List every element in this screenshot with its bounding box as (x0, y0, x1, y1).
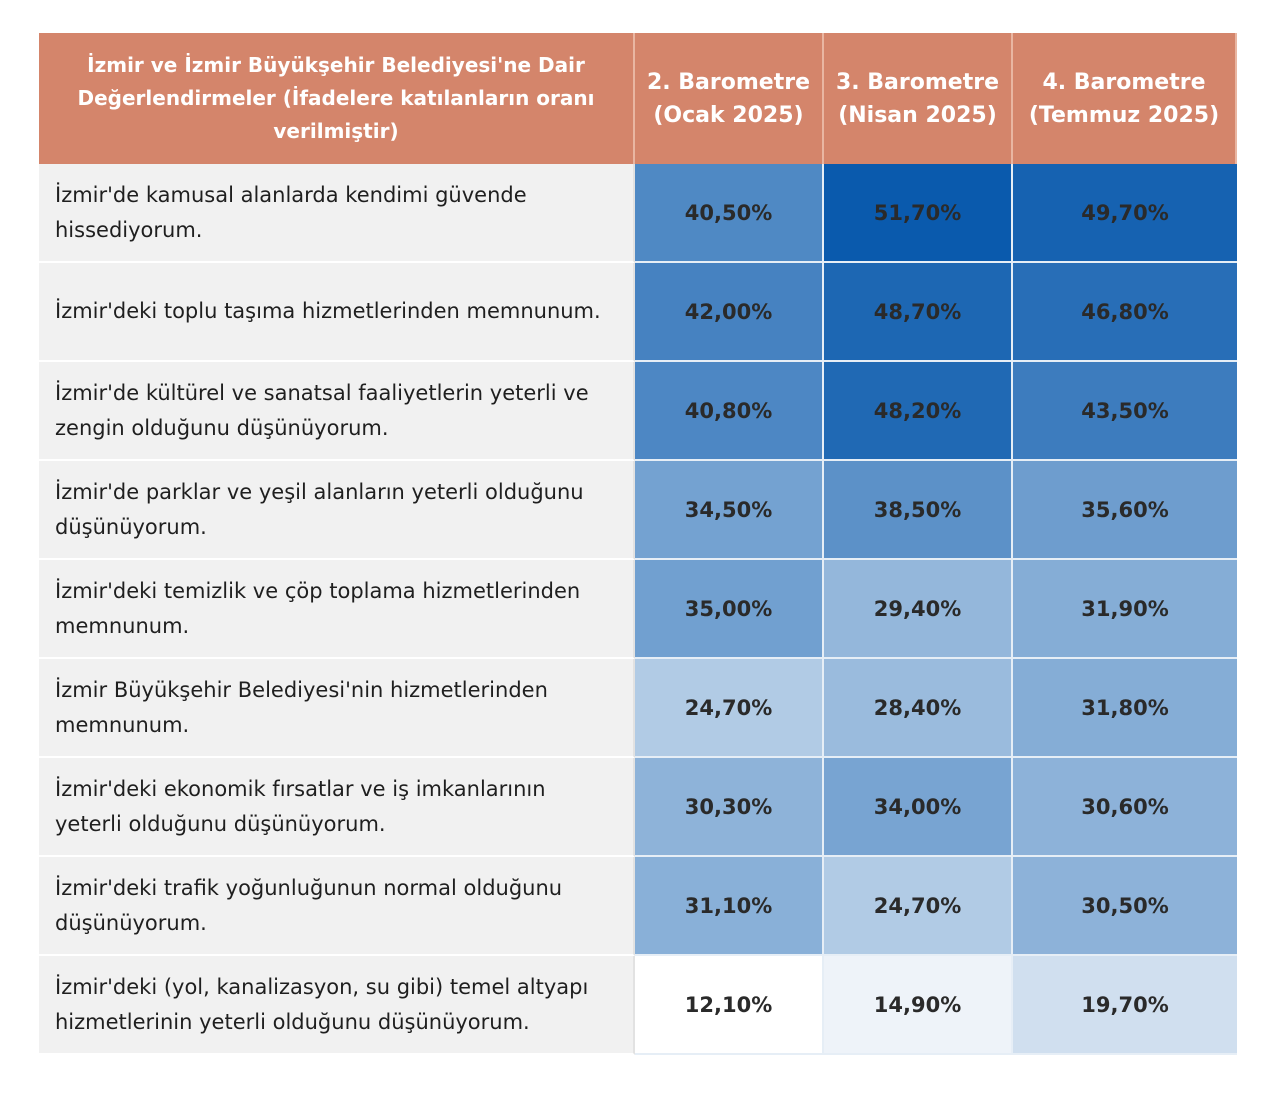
column-header-barometre-3: 3. Barometre (Nisan 2025) (824, 33, 1013, 164)
barometer-table: İzmir ve İzmir Büyükşehir Belediyesi'ne … (39, 33, 1237, 1055)
statement-text: İzmir Büyükşehir Belediyesi'nin hizmetle… (55, 677, 548, 737)
value-cell-b2: 31,10% (635, 857, 824, 956)
table-title-header: İzmir ve İzmir Büyükşehir Belediyesi'ne … (39, 33, 635, 164)
statement-text: İzmir'deki temizlik ve çöp toplama hizme… (55, 578, 581, 638)
statement-cell: İzmir Büyükşehir Belediyesi'nin hizmetle… (39, 659, 635, 758)
value-cell-b3: 38,50% (824, 461, 1013, 560)
statement-text: İzmir'deki toplu taşıma hizmetlerinden m… (55, 299, 601, 323)
statement-cell: İzmir'deki trafik yoğunluğunun normal ol… (39, 857, 635, 956)
statement-text: İzmir'deki (yol, kanalizasyon, su gibi) … (55, 974, 589, 1034)
column-header-barometre-2: 2. Barometre (Ocak 2025) (635, 33, 824, 164)
value-cell-b4: 46,80% (1013, 263, 1237, 362)
value-cell-b4: 31,80% (1013, 659, 1237, 758)
statement-text: İzmir'de kültürel ve sanatsal faaliyetle… (55, 380, 589, 440)
column-header-barometre-4: 4. Barometre (Temmuz 2025) (1013, 33, 1237, 164)
statement-cell: İzmir'deki temizlik ve çöp toplama hizme… (39, 560, 635, 659)
value-cell-b4: 30,50% (1013, 857, 1237, 956)
statement-text: İzmir'deki trafik yoğunluğunun normal ol… (55, 875, 563, 935)
statement-cell: İzmir'de kültürel ve sanatsal faaliyetle… (39, 362, 635, 461)
value-cell-b3: 29,40% (824, 560, 1013, 659)
statement-text: İzmir'de kamusal alanlarda kendimi güven… (55, 182, 527, 242)
value-cell-b3: 48,20% (824, 362, 1013, 461)
value-cell-b2: 42,00% (635, 263, 824, 362)
statement-cell: İzmir'deki (yol, kanalizasyon, su gibi) … (39, 956, 635, 1055)
statement-cell: İzmir'de parklar ve yeşil alanların yete… (39, 461, 635, 560)
statement-text: İzmir'de parklar ve yeşil alanların yete… (55, 479, 584, 539)
value-cell-b4: 30,60% (1013, 758, 1237, 857)
value-cell-b2: 12,10% (635, 956, 824, 1055)
value-cell-b4: 49,70% (1013, 164, 1237, 263)
value-cell-b3: 34,00% (824, 758, 1013, 857)
value-cell-b2: 40,50% (635, 164, 824, 263)
statement-cell: İzmir'de kamusal alanlarda kendimi güven… (39, 164, 635, 263)
value-cell-b2: 30,30% (635, 758, 824, 857)
value-cell-b3: 48,70% (824, 263, 1013, 362)
value-cell-b3: 24,70% (824, 857, 1013, 956)
value-cell-b4: 43,50% (1013, 362, 1237, 461)
value-cell-b2: 40,80% (635, 362, 824, 461)
value-cell-b2: 24,70% (635, 659, 824, 758)
value-cell-b3: 51,70% (824, 164, 1013, 263)
value-cell-b4: 35,60% (1013, 461, 1237, 560)
value-cell-b3: 28,40% (824, 659, 1013, 758)
value-cell-b4: 31,90% (1013, 560, 1237, 659)
value-cell-b2: 34,50% (635, 461, 824, 560)
value-cell-b4: 19,70% (1013, 956, 1237, 1055)
statement-text: İzmir'deki ekonomik fırsatlar ve iş imka… (55, 776, 546, 836)
value-cell-b3: 14,90% (824, 956, 1013, 1055)
value-cell-b2: 35,00% (635, 560, 824, 659)
statement-cell: İzmir'deki ekonomik fırsatlar ve iş imka… (39, 758, 635, 857)
statement-cell: İzmir'deki toplu taşıma hizmetlerinden m… (39, 263, 635, 362)
